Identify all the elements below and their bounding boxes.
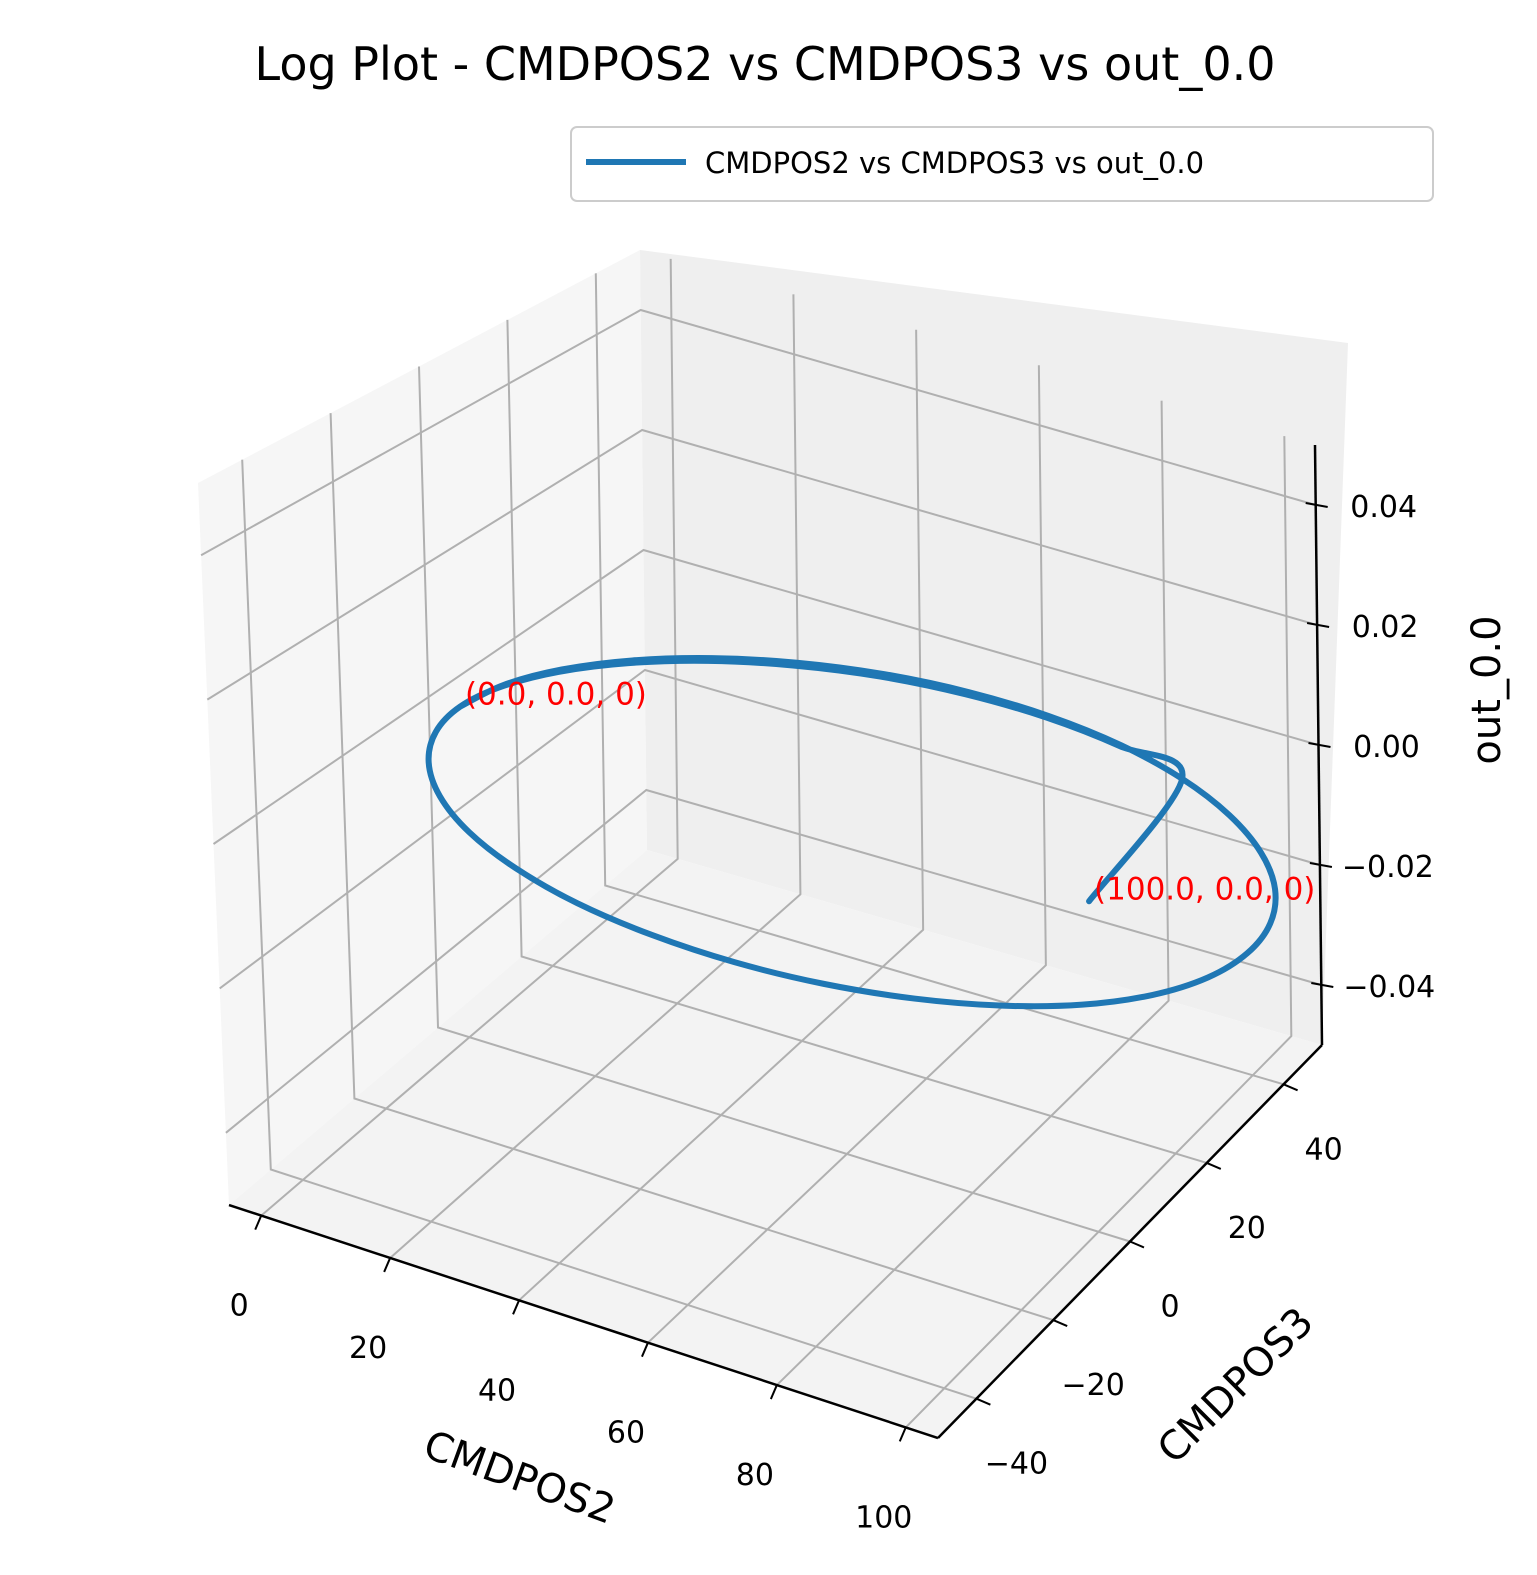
grid-lines xyxy=(200,258,1322,1429)
z-gridline xyxy=(219,668,1321,990)
axes xyxy=(228,444,1334,1442)
x-axis-label: CMDPOS2 xyxy=(418,1422,621,1534)
y-tick-mark xyxy=(1283,1083,1298,1092)
annotation-group: (0.0, 0.0, 0) (100.0, 0.0, 0) xyxy=(465,677,1315,908)
z-tick-label: 0.00 xyxy=(1353,730,1420,765)
z-tick-label: 0.02 xyxy=(1352,610,1419,645)
back-pane-left xyxy=(198,250,647,1205)
y-gridline xyxy=(241,459,977,1400)
x-gridline xyxy=(518,329,925,1302)
x-tick-mark xyxy=(769,1384,778,1400)
y-axis-label: CMDPOS3 xyxy=(1149,1299,1323,1473)
y-tick-label: −40 xyxy=(985,1447,1048,1482)
x-tick-label: 100 xyxy=(855,1500,912,1535)
x-tick-mark xyxy=(641,1342,649,1358)
y-tick-label: 20 xyxy=(1228,1211,1266,1246)
x-tick-mark xyxy=(383,1257,392,1273)
x-tick-mark xyxy=(254,1215,263,1230)
z-gridline xyxy=(225,788,1322,1134)
annotation-label: (0.0, 0.0, 0) xyxy=(465,677,647,713)
legend: CMDPOS2 vs CMDPOS3 vs out_0.0 xyxy=(570,126,1434,202)
y-tick-label: −20 xyxy=(1062,1368,1125,1403)
y-gridline xyxy=(506,319,1208,1164)
x-gridline xyxy=(905,436,1293,1429)
x-axis-line xyxy=(228,1203,939,1440)
chart-title: Log Plot - CMDPOS2 vs CMDPOS3 vs out_0.0 xyxy=(255,37,1276,91)
x-tick-label: 60 xyxy=(607,1416,645,1451)
z-gridline xyxy=(206,428,1318,701)
x-tick-mark xyxy=(898,1427,907,1442)
tick-labels: 0 20 40 60 80 100 −40 −20 0 20 40 −0.04 −0.02 0.00 0.0… xyxy=(230,490,1436,1535)
x-tick-label: 0 xyxy=(230,1289,249,1324)
z-tick-label: 0.04 xyxy=(1350,490,1417,525)
x-gridline xyxy=(260,258,679,1217)
y-tick-mark xyxy=(1052,1319,1068,1328)
back-pane-right xyxy=(640,250,1348,1045)
x-gridline xyxy=(389,294,802,1259)
z-tick-label: −0.02 xyxy=(1342,850,1434,885)
x-gridline xyxy=(647,365,1047,1344)
y-tick-mark xyxy=(1206,1161,1222,1170)
legend-box xyxy=(570,126,1434,202)
y-tick-label: 40 xyxy=(1305,1132,1343,1167)
x-tick-label: 20 xyxy=(349,1331,387,1366)
z-axis-label: out_0.0 xyxy=(1464,615,1510,764)
z-gridline xyxy=(200,308,1316,557)
series-line xyxy=(425,655,1279,1010)
floor-pane xyxy=(229,850,1322,1438)
z-gridline xyxy=(212,548,1319,845)
x-tick-label: 40 xyxy=(478,1373,516,1408)
series-group xyxy=(425,655,1279,1010)
y-gridline xyxy=(594,273,1284,1086)
z-tick-label: −0.04 xyxy=(1343,970,1435,1005)
y-tick-label: 0 xyxy=(1160,1290,1179,1325)
legend-entry-label: CMDPOS2 vs CMDPOS3 vs out_0.0 xyxy=(705,146,1204,180)
y-tick-mark xyxy=(1129,1240,1145,1249)
y-gridline xyxy=(418,366,1131,1243)
z-axis-line xyxy=(1313,444,1324,1046)
annotation-label: (100.0, 0.0, 0) xyxy=(1094,871,1315,907)
y-gridline xyxy=(329,413,1054,1322)
x-tick-mark xyxy=(512,1299,520,1315)
x-gridline xyxy=(776,400,1170,1386)
x-tick-label: 80 xyxy=(736,1458,774,1493)
y-axis-line xyxy=(937,1044,1323,1439)
y-tick-mark xyxy=(976,1397,991,1406)
